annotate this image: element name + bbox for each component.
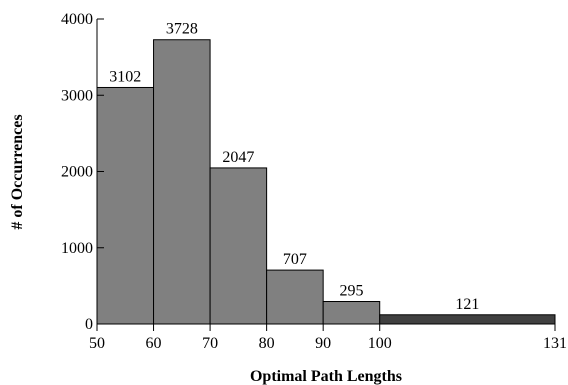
bars-group xyxy=(97,40,555,324)
bar-50-60 xyxy=(97,87,154,324)
x-tick-label-80: 80 xyxy=(259,335,275,352)
x-tick-label-60: 60 xyxy=(146,335,162,352)
y-tick-label-1000: 1000 xyxy=(61,240,93,257)
x-tick-label-90: 90 xyxy=(315,335,331,352)
x-tick-label-100: 100 xyxy=(368,335,392,352)
x-tick-label-70: 70 xyxy=(202,335,218,352)
y-tick-label-0: 0 xyxy=(85,316,93,333)
bar-70-80 xyxy=(210,168,267,324)
bar-90-100 xyxy=(323,302,380,324)
x-tick-label-50: 50 xyxy=(89,335,105,352)
data-label-90-100: 295 xyxy=(339,283,363,300)
x-axis-title: Optimal Path Lengths xyxy=(250,368,402,385)
y-axis-title: # of Occurrences xyxy=(9,114,26,229)
y-tick-label-2000: 2000 xyxy=(61,164,93,181)
y-tick-label-4000: 4000 xyxy=(61,11,93,28)
bar-60-70 xyxy=(154,40,211,324)
data-label-60-70: 3728 xyxy=(166,21,198,38)
data-label-100-131: 121 xyxy=(455,296,479,313)
data-label-50-60: 3102 xyxy=(109,68,141,85)
x-axis-ticks: 50 60 70 80 90 100 131 xyxy=(89,324,567,352)
y-tick-label-3000: 3000 xyxy=(61,87,93,104)
x-tick-label-131: 131 xyxy=(543,335,567,352)
data-label-70-80: 2047 xyxy=(222,149,254,166)
bar-80-90 xyxy=(267,270,324,324)
bar-100-131 xyxy=(380,315,555,324)
data-label-80-90: 707 xyxy=(283,251,307,268)
